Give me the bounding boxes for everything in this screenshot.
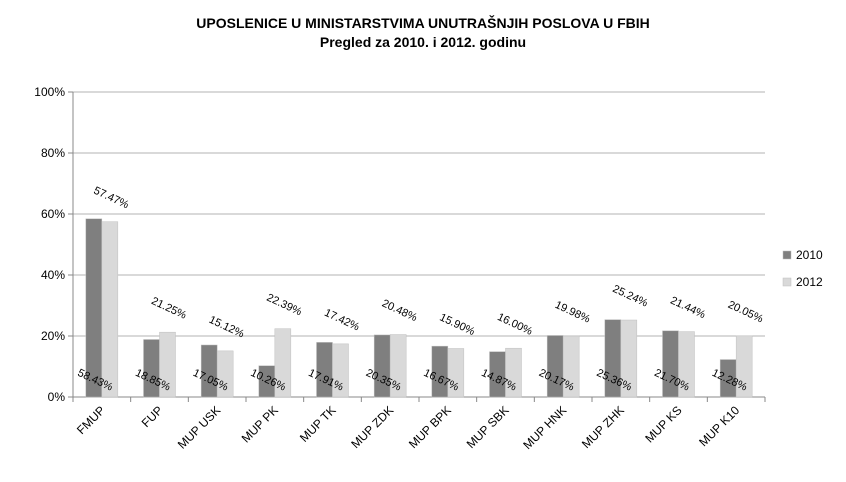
y-tick-label: 60%	[41, 207, 65, 221]
legend-swatch-2012	[782, 277, 792, 287]
x-tick-label: MUP K10	[696, 403, 742, 449]
bar-2012	[389, 334, 407, 398]
chart-title: UPOSLENICE U MINISTARSTVIMA UNUTRAŠNJIH …	[196, 14, 649, 31]
data-label-2012: 16.00%	[495, 311, 534, 338]
bar-2012	[505, 347, 522, 398]
bar-2012	[332, 343, 349, 398]
data-label-2012: 25.24%	[611, 283, 650, 310]
bar-2012	[447, 348, 465, 398]
bar-2012	[620, 319, 638, 398]
x-tick-label: MUP BPK	[406, 403, 454, 451]
legend-swatch-2010	[782, 250, 792, 260]
bar-2012	[678, 331, 695, 398]
bar-2012	[159, 331, 176, 398]
y-tick-label: 40%	[41, 268, 65, 282]
x-tick-label: MUP PK	[239, 403, 281, 445]
x-tick-label: MUP ZDK	[348, 403, 396, 451]
legend: 2010 2012	[782, 248, 823, 289]
x-tick-label: FMUP	[74, 403, 108, 437]
data-label-2012: 20.05%	[726, 299, 765, 326]
x-tick-label: MUP HNK	[520, 403, 569, 452]
y-tick-label: 0%	[48, 390, 66, 404]
data-label-2012: 21.44%	[668, 295, 707, 322]
x-tick-label: MUP TK	[297, 403, 339, 445]
bar-2012	[735, 335, 753, 398]
data-label-2012: 21.25%	[149, 295, 188, 322]
bars	[85, 218, 753, 398]
x-tick-label: MUP USK	[175, 403, 223, 451]
chart-subtitle: Pregled za 2010. i 2012. godinu	[320, 34, 526, 50]
data-label-2012: 22.39%	[265, 292, 304, 319]
x-tick-label: MUP KS	[642, 403, 684, 445]
legend-label: 2010	[796, 248, 823, 262]
data-label-2012: 19.98%	[553, 299, 592, 326]
gridlines	[73, 91, 765, 398]
bar-2012	[216, 350, 234, 398]
bar-2012	[101, 221, 119, 398]
x-tick-label: FUP	[139, 403, 166, 430]
data-label-2012: 17.42%	[322, 307, 361, 334]
bar-2012	[274, 328, 292, 398]
x-tick-label: MUP SBK	[464, 403, 512, 451]
data-label-2012: 15.90%	[438, 311, 477, 338]
bar-2012	[562, 335, 580, 398]
y-tick-label: 100%	[34, 85, 65, 99]
x-tick-label: MUP ZHK	[579, 403, 627, 451]
y-tick-label: 20%	[41, 329, 65, 343]
data-label-2012: 57.47%	[92, 185, 131, 212]
y-tick-label: 80%	[41, 146, 65, 160]
data-labels: 58.43%57.47%18.85%21.25%17.05%15.12%10.2…	[76, 185, 765, 394]
data-label-2012: 20.48%	[380, 297, 419, 324]
legend-label: 2012	[796, 275, 823, 289]
data-label-2012: 15.12%	[207, 314, 246, 341]
